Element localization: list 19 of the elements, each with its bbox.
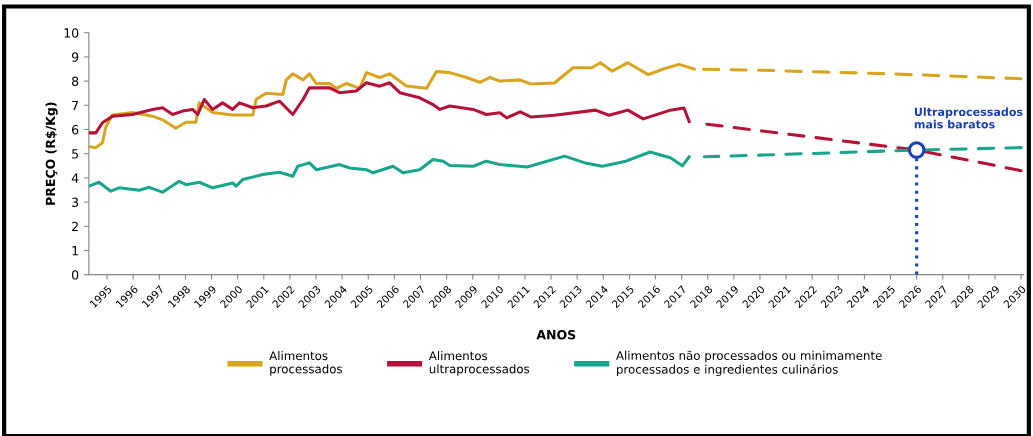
line-series — [88, 150, 691, 194]
annotation: Ultraprocessados mais baratos — [914, 107, 1023, 129]
y-axis-title: PREÇO (R$/Kg) — [45, 102, 58, 205]
legend-label: Alimentos ultraprocessados — [428, 351, 530, 376]
y-tick-label: 5 — [72, 149, 79, 159]
x-axis-title: ANOS — [536, 329, 576, 340]
y-tick-label: 6 — [72, 124, 79, 135]
y-tick-label: 3 — [72, 197, 79, 208]
y-tick-label: 10 — [64, 28, 79, 38]
y-tick-label: 0 — [71, 270, 79, 280]
y-tick-label: 1 — [72, 246, 78, 256]
y-tick-label: 9 — [71, 52, 79, 62]
y-tick-label: 4 — [71, 173, 79, 183]
legend-label: Alimentos não processados ou minimamente processados e ingredientes culinários — [616, 350, 882, 377]
y-tick-label: 2 — [72, 221, 78, 232]
legend-label: Alimentos processados — [269, 351, 343, 376]
y-tick-label: 8 — [72, 76, 79, 87]
line-series — [88, 81, 691, 135]
y-tick-label: 7 — [72, 100, 79, 111]
